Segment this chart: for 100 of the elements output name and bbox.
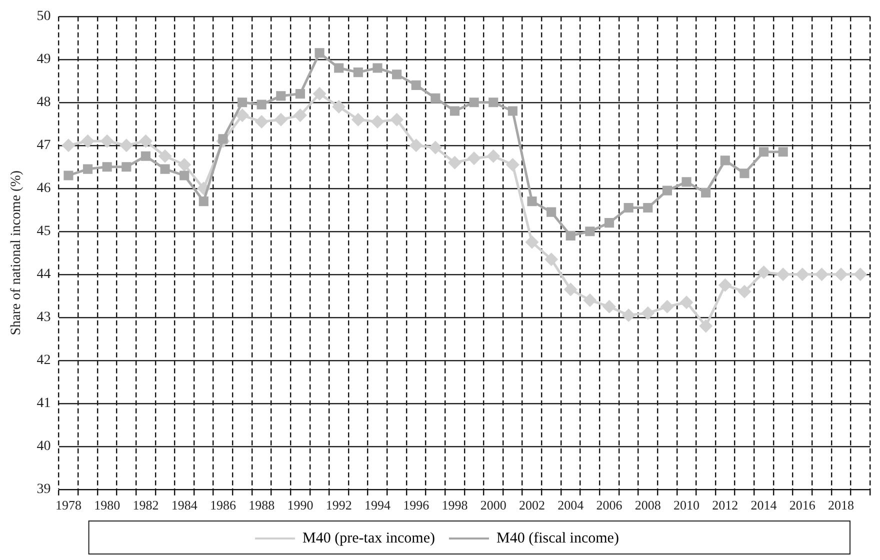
point xyxy=(218,134,228,144)
legend-label: M40 (fiscal income) xyxy=(496,530,619,546)
y-axis-title: Share of national income (%) xyxy=(9,170,24,336)
point xyxy=(642,306,654,320)
x-tick-label: 2000 xyxy=(480,498,506,513)
y-tick-label: 39 xyxy=(36,482,51,498)
point xyxy=(100,134,114,148)
x-tick-label: 2016 xyxy=(789,498,816,513)
point xyxy=(410,139,422,152)
y-tick-label: 48 xyxy=(36,95,51,110)
x-tick-label: 1994 xyxy=(364,498,391,513)
x-tick-label: 1998 xyxy=(442,498,468,513)
y-tick-label: 49 xyxy=(36,52,51,68)
point xyxy=(82,164,93,174)
y-tick-label: 45 xyxy=(36,224,51,240)
point xyxy=(180,170,190,180)
point xyxy=(469,98,479,108)
point xyxy=(662,186,672,196)
x-tick-label: 2004 xyxy=(558,498,584,513)
point xyxy=(82,134,94,148)
point xyxy=(776,268,790,281)
point xyxy=(160,164,170,174)
x-tick-label: 1996 xyxy=(403,498,430,513)
point xyxy=(102,162,112,172)
point xyxy=(448,156,461,169)
point xyxy=(198,196,208,206)
point xyxy=(62,139,75,152)
point xyxy=(700,320,712,332)
point xyxy=(352,113,364,126)
point xyxy=(353,68,363,78)
x-tick-label: 2006 xyxy=(596,498,623,513)
point xyxy=(545,253,558,266)
y-tick-label: 46 xyxy=(36,181,51,196)
point xyxy=(294,109,306,122)
point xyxy=(390,113,404,126)
point xyxy=(332,100,346,113)
legend-label: M40 (pre-tax income) xyxy=(302,530,435,546)
point xyxy=(624,202,634,213)
x-tick-label: 2010 xyxy=(674,498,700,513)
y-tick-label: 50 xyxy=(36,9,51,24)
point xyxy=(371,116,384,128)
point xyxy=(604,218,614,228)
point xyxy=(120,139,133,152)
x-tick-label: 1984 xyxy=(171,498,198,513)
x-tick-label: 2008 xyxy=(634,498,661,513)
x-tick-label: 1990 xyxy=(287,498,314,513)
point xyxy=(140,151,150,161)
x-tick-label: 2018 xyxy=(828,498,854,513)
point xyxy=(238,98,248,108)
point xyxy=(64,170,74,180)
point xyxy=(527,196,537,206)
point xyxy=(740,168,750,178)
x-tick-label: 2012 xyxy=(712,498,738,513)
point xyxy=(255,116,268,128)
point xyxy=(526,236,538,248)
point xyxy=(372,63,382,73)
point xyxy=(158,150,172,162)
x-tick-label: 1980 xyxy=(94,498,120,513)
point xyxy=(854,268,867,281)
point xyxy=(411,80,421,90)
point xyxy=(546,207,556,217)
point xyxy=(506,158,519,171)
point xyxy=(701,188,711,198)
y-tick-label: 47 xyxy=(36,138,51,154)
point xyxy=(430,93,440,103)
point xyxy=(274,113,288,126)
point xyxy=(334,63,344,73)
point xyxy=(660,300,674,313)
point xyxy=(256,100,266,110)
point xyxy=(450,106,460,116)
point xyxy=(122,162,132,172)
x-tick-label: 1992 xyxy=(326,498,352,513)
point xyxy=(488,98,498,108)
y-tick-label: 44 xyxy=(36,267,51,282)
point xyxy=(778,147,788,157)
point xyxy=(738,285,751,298)
y-tick-label: 43 xyxy=(36,310,51,326)
point xyxy=(758,266,770,278)
point xyxy=(468,152,480,165)
y-tick-label: 40 xyxy=(36,439,51,454)
x-tick-label: 1978 xyxy=(55,498,82,513)
point xyxy=(718,278,732,292)
point xyxy=(139,134,152,148)
point xyxy=(720,156,730,166)
point xyxy=(197,182,210,195)
point xyxy=(564,283,577,296)
point xyxy=(834,268,848,281)
point xyxy=(682,177,692,187)
point xyxy=(487,150,500,162)
x-tick-label: 2014 xyxy=(750,498,778,513)
point xyxy=(815,268,828,281)
point xyxy=(313,88,326,100)
point xyxy=(585,226,595,236)
point xyxy=(314,48,324,58)
point xyxy=(508,106,518,116)
x-tick-label: 1986 xyxy=(210,498,236,513)
y-tick-label: 41 xyxy=(36,396,51,412)
y-tick-label: 42 xyxy=(36,353,51,368)
point xyxy=(622,309,635,322)
point xyxy=(584,294,596,306)
